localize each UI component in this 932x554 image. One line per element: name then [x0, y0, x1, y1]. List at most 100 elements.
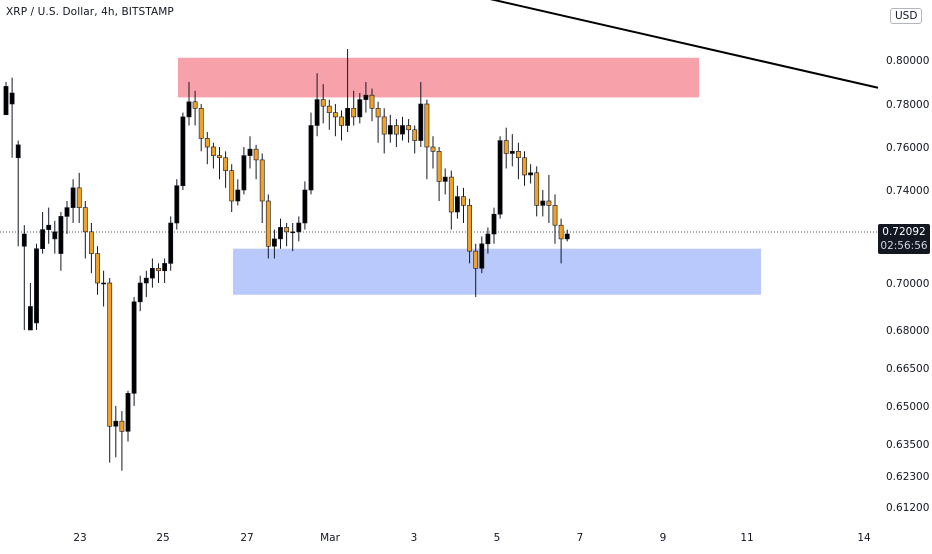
candle-body: [442, 176, 448, 182]
candle: [528, 164, 533, 184]
candle: [406, 119, 411, 143]
candle: [436, 147, 442, 201]
candle-body: [381, 116, 387, 135]
candle-body: [448, 176, 454, 213]
candle-body: [253, 148, 259, 161]
candle: [418, 82, 424, 147]
candle: [21, 225, 27, 330]
candle: [540, 190, 546, 217]
candle-body: [528, 172, 533, 176]
candle: [369, 88, 375, 122]
candle: [247, 136, 253, 169]
candle-body: [467, 205, 472, 252]
candle: [332, 104, 338, 137]
candle: [424, 99, 430, 180]
candle-body: [9, 92, 15, 105]
last-price-tag: 0.72092 02:56:56: [878, 224, 930, 254]
candle-body: [387, 125, 393, 135]
candle-body: [76, 187, 82, 208]
candle: [113, 406, 119, 458]
candle-body: [3, 86, 9, 116]
candle: [473, 243, 479, 298]
candle-body: [461, 196, 466, 206]
time-tick-label: Mar: [320, 532, 340, 544]
price-tick-label: 0.70000: [886, 278, 929, 290]
candle-body: [34, 248, 39, 324]
last-price-value: 0.72092: [882, 226, 926, 238]
candle: [497, 136, 503, 219]
symbol-title[interactable]: XRP / U.S. Dollar, 4h, BITSTAMP: [6, 6, 174, 18]
candle: [552, 194, 558, 244]
candle-body: [332, 112, 338, 118]
candle: [430, 136, 436, 169]
candle: [64, 201, 70, 234]
price-tick-label: 0.61200: [886, 502, 929, 514]
time-tick-label: 23: [73, 532, 86, 544]
candle-body: [247, 148, 253, 156]
candle: [515, 142, 521, 180]
candle: [363, 82, 369, 113]
candle: [302, 181, 308, 230]
price-tick-label: 0.63500: [886, 439, 929, 451]
candle: [546, 174, 552, 223]
candle-body: [125, 393, 131, 432]
candle-body: [174, 185, 180, 224]
candle-body: [150, 267, 155, 279]
candle-body: [302, 189, 308, 224]
candle: [534, 166, 540, 217]
candle-body: [82, 207, 88, 233]
candle: [290, 223, 296, 252]
candle: [89, 223, 94, 274]
candle: [235, 179, 241, 206]
candle: [192, 90, 198, 126]
candle: [284, 223, 289, 247]
candle-body: [497, 140, 503, 215]
candle: [131, 297, 137, 406]
candle: [467, 198, 472, 264]
support-zone: [233, 248, 761, 295]
zones-layer: [178, 57, 761, 295]
candle: [174, 179, 180, 230]
candle-body: [564, 233, 570, 240]
candle: [509, 134, 515, 167]
resistance-zone: [178, 57, 699, 98]
candle-body: [436, 151, 442, 182]
candle: [125, 390, 131, 442]
candle-body: [326, 105, 332, 113]
candle: [491, 207, 497, 244]
candle: [387, 114, 393, 143]
candle-body: [95, 253, 100, 284]
candle-body: [357, 99, 363, 118]
currency-badge[interactable]: USD: [890, 8, 923, 24]
candle: [150, 258, 155, 288]
candle-body: [339, 116, 344, 126]
candle-body: [168, 222, 174, 264]
time-tick-label: 14: [857, 532, 871, 544]
candle: [241, 147, 247, 195]
candle: [448, 170, 454, 230]
candle: [156, 263, 161, 283]
candle: [253, 144, 259, 180]
candle: [278, 218, 283, 249]
time-tick-label: 5: [494, 532, 501, 544]
candle-body: [15, 144, 21, 159]
candle: [357, 93, 363, 124]
candle: [40, 212, 45, 254]
candle-body: [540, 200, 546, 206]
candle-body: [52, 231, 58, 240]
candle-body: [229, 170, 235, 202]
candles-layer: [3, 49, 570, 471]
candle-body: [320, 99, 326, 107]
candle: [95, 246, 100, 295]
candle: [119, 411, 125, 471]
candle: [345, 49, 350, 132]
price-tick-label: 0.80000: [886, 55, 929, 67]
candle: [76, 172, 82, 223]
candle-body: [546, 200, 552, 206]
candle: [162, 258, 167, 283]
candle: [223, 151, 228, 188]
candle: [503, 127, 509, 169]
candle-body: [284, 227, 289, 233]
